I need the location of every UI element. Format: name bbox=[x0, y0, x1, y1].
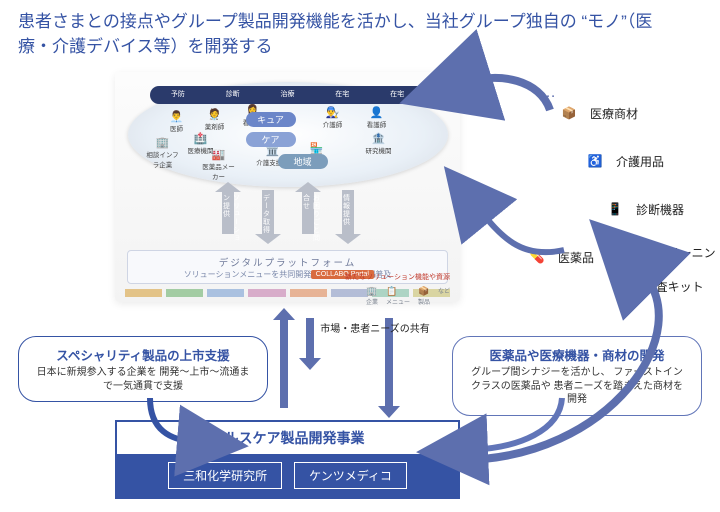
arrow-solution-up: ソリューション提供 bbox=[215, 190, 241, 246]
stage-label: 在宅 bbox=[371, 86, 424, 104]
pharma-icon: 💊 bbox=[524, 244, 550, 270]
med-supplies-icon: 📦 bbox=[556, 100, 582, 126]
dp-title: デジタルプラットフォーム bbox=[130, 255, 445, 269]
arrow-down-to-market bbox=[301, 308, 319, 370]
resource-icon: 📦製品 bbox=[418, 286, 430, 306]
resource-icon: 📋メニュー bbox=[386, 286, 410, 306]
arrow-inquiry-up: お困りごと問合せ bbox=[295, 190, 321, 246]
product-label: スクリーニング 検査キット bbox=[644, 244, 720, 295]
resource-icon-row: 🏢企業 📋メニュー 📦製品 など bbox=[366, 286, 450, 306]
stakeholder-icon: 👨‍🔧介護師 bbox=[316, 108, 350, 129]
arrow-data-down: データ取得 bbox=[255, 190, 281, 246]
product-label: 診断機器 bbox=[636, 201, 684, 218]
stage-label: 予防 bbox=[152, 86, 205, 104]
callout-sub: 日本に新規参入する企業を 開発～上市～流通まで一気通貫で支援 bbox=[33, 366, 253, 393]
partner-logo-placeholder bbox=[125, 289, 162, 297]
screening-kit-icon: 🧪 bbox=[612, 257, 636, 283]
market-needs-label: 市場・患者ニーズの共有 bbox=[320, 320, 430, 335]
stakeholder-icon: 🏢相談インフラ企業 bbox=[146, 138, 180, 169]
product-label: 医薬品 bbox=[558, 249, 594, 266]
stage-label: 診断 bbox=[206, 86, 259, 104]
ecosystem-diagram: 予防 診断 治療 在宅 在宅 👨‍💼医師🏢相談インフラ企業🧑‍⚕️薬剤師🏭医薬品… bbox=[115, 72, 460, 302]
product-item: 💊 医薬品 bbox=[524, 244, 594, 270]
resource-icon: 🏢企業 bbox=[366, 286, 378, 306]
diagnostic-device-icon: 📱 bbox=[602, 196, 628, 222]
vertical-arrow-group: ソリューション提供 データ取得 お困りごと問合せ 情報提供 bbox=[115, 190, 460, 246]
stakeholder-icon: 🏥医療機関 bbox=[184, 134, 218, 155]
callout-title: スペシャリティ製品の上市支援 bbox=[33, 345, 253, 364]
product-item: 🧪 スクリーニング 検査キット bbox=[612, 244, 720, 295]
business-caption: ヘルスケア製品開発事業 bbox=[117, 422, 458, 454]
pill-care: ケア bbox=[246, 132, 296, 147]
callout-title: 医薬品や医療機器・商材の開発 bbox=[467, 345, 687, 364]
care-goods-icon: ♿ bbox=[582, 148, 608, 174]
product-label: 介護用品 bbox=[616, 153, 664, 170]
company-chip: 三和化学研究所 bbox=[168, 462, 282, 489]
stakeholder-icon: 👨‍💼医師 bbox=[160, 112, 194, 133]
page-heading: 患者さまとの接点やグループ製品開発機能を活かし、当社グループ独自の “モノ”（医… bbox=[18, 10, 658, 59]
pill-local: 地域 bbox=[278, 154, 328, 169]
stage-label: 治療 bbox=[261, 86, 314, 104]
arrow-up-to-platform bbox=[275, 308, 293, 418]
stage-bar: 予防 診断 治療 在宅 在宅 bbox=[150, 86, 426, 104]
partner-logo-placeholder bbox=[248, 289, 285, 297]
stage-label: 在宅 bbox=[316, 86, 369, 104]
callout-specialty-support: スペシャリティ製品の上市支援 日本に新規参入する企業を 開発～上市～流通まで一気… bbox=[18, 336, 268, 402]
partner-logo-placeholder bbox=[166, 289, 203, 297]
product-label: 医療商材 bbox=[590, 105, 638, 122]
stakeholder-icon: 🏦研究機関 bbox=[362, 134, 396, 155]
product-item: 📱 診断機器 bbox=[602, 196, 684, 222]
partner-logo-placeholder bbox=[290, 289, 327, 297]
partner-logo-placeholder bbox=[331, 289, 368, 297]
new-solution-note: 新たなソリューション機能や資源 bbox=[345, 272, 450, 282]
resource-icon: など bbox=[438, 286, 450, 306]
callout-sub: グループ間シナジーを活かし、 ファーストインクラスの医薬品や 患者ニーズを踏まえ… bbox=[467, 366, 687, 407]
partner-logo-placeholder bbox=[207, 289, 244, 297]
company-chip: ケンツメディコ bbox=[294, 462, 407, 489]
callout-product-dev: 医薬品や医療機器・商材の開発 グループ間シナジーを活かし、 ファーストインクラス… bbox=[452, 336, 702, 416]
healthcare-business-block: ヘルスケア製品開発事業 三和化学研究所 ケンツメディコ bbox=[115, 420, 460, 499]
arrow-info-down: 情報提供 bbox=[335, 190, 361, 246]
product-item: 📦 医療商材 bbox=[556, 100, 638, 126]
stakeholder-icon: 👤看護師 bbox=[360, 108, 394, 129]
stakeholder-icon: 🧑‍⚕️薬剤師 bbox=[198, 110, 232, 131]
stakeholder-oval: 予防 診断 治療 在宅 在宅 👨‍💼医師🏢相談インフラ企業🧑‍⚕️薬剤師🏭医薬品… bbox=[128, 82, 448, 187]
product-item: ♿ 介護用品 bbox=[582, 148, 664, 174]
pill-cure: キュア bbox=[246, 112, 296, 127]
